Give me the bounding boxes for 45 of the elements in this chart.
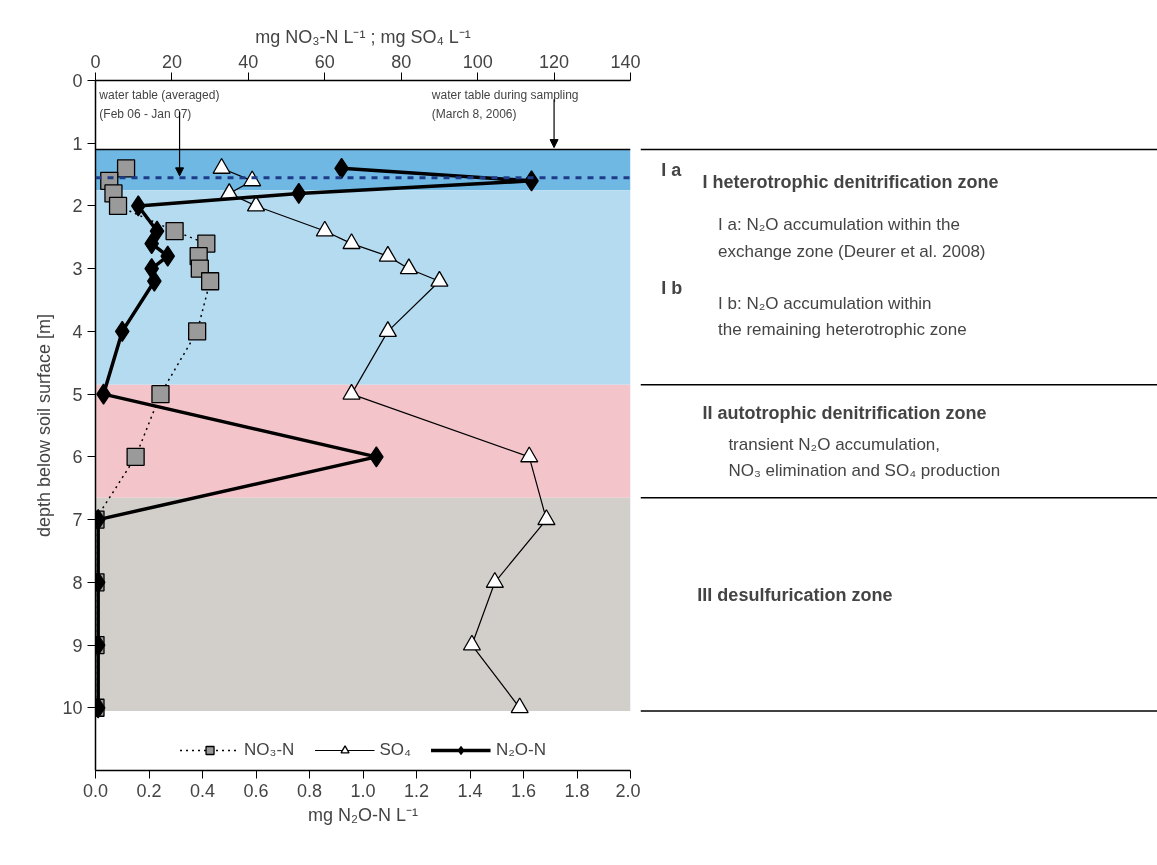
x-tick-label: 0.0 <box>82 780 109 801</box>
band-label: I b <box>661 277 683 298</box>
y-tick-label: 0 <box>72 71 83 91</box>
text: transient N₂O accumulation, NO₃ elimination and SO₄ production <box>728 434 1001 481</box>
text: II autotrophic denitrification zone <box>702 402 987 423</box>
x2-tick-label: 80 <box>391 51 412 72</box>
y-tick-label: 9 <box>72 635 83 656</box>
x2-axis-title: mg NO₃-N L⁻¹ ; mg SO₄ L⁻¹ <box>255 26 471 47</box>
x2-tick-label: 60 <box>314 51 335 72</box>
text: III desulfurication zone <box>697 584 893 605</box>
x-tick-label: 0.6 <box>243 780 269 801</box>
y-tick-label: 4 <box>72 321 83 342</box>
x-tick-label: 1.2 <box>403 780 430 801</box>
x-tick-label: 0.8 <box>296 780 323 801</box>
band-label: I a <box>661 159 683 180</box>
text: I a: N₂O accumulation within the exchange zone (Deurer et al. 2008) <box>718 215 986 261</box>
legend-label: N₂O-N <box>495 740 546 760</box>
y-tick-label: 2 <box>72 196 83 217</box>
x-tick-label: 1.8 <box>564 780 590 801</box>
x2-tick-label: 20 <box>161 51 182 72</box>
x2-tick-label: 40 <box>238 51 259 72</box>
x-tick-label: 0.4 <box>189 780 216 801</box>
x2-tick-label: 0 <box>90 51 101 72</box>
x2-tick-label: 100 <box>462 51 493 72</box>
x-tick-label: 0.2 <box>136 780 162 801</box>
x-tick-label: 1.4 <box>457 780 483 801</box>
y-axis-title: depth below soil surface [m] <box>34 313 55 538</box>
y-tick-label: 7 <box>72 510 83 531</box>
ref-line-label: water table during sampling (March 8, 2006) <box>430 88 579 121</box>
legend-label: SO₄ <box>379 740 411 760</box>
y-tick-label: 10 <box>62 698 83 719</box>
y-tick-label: 5 <box>72 384 83 405</box>
legend-label: NO₃-N <box>244 740 295 760</box>
x-axis-title: mg N₂O-N L⁻¹ <box>308 804 418 825</box>
x2-tick-label: 140 <box>610 51 641 72</box>
x-tick-label: 1.6 <box>510 780 537 801</box>
text: I heterotrophic denitrification zone <box>702 172 999 193</box>
x-tick-label: 2.0 <box>615 780 641 801</box>
x2-tick-label: 120 <box>539 51 570 72</box>
y-tick-label: 3 <box>72 259 83 280</box>
text: I b: N₂O accumulation within the remaining heterotrophic zone <box>718 293 967 340</box>
y-tick-label: 8 <box>72 572 83 593</box>
x-tick-label: 1.0 <box>350 780 376 801</box>
y-tick-label: 6 <box>72 447 83 468</box>
y-tick-label: 1 <box>72 133 83 154</box>
